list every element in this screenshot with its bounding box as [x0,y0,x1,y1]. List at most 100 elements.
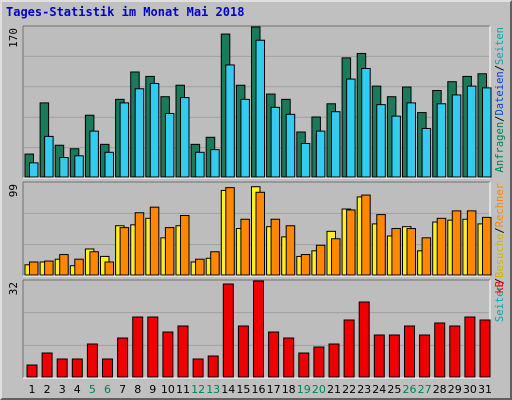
y-max-label: 32 [7,282,20,295]
bar-rechner-day-9 [149,206,160,276]
y-axis-label-part: Besuche [494,234,506,278]
bar-kb-day-7 [117,337,129,378]
bar-kb-day-20 [313,346,325,378]
bar-kb-day-22 [343,319,355,378]
bar-rechner-day-16 [255,191,265,276]
y-axis-label-part: Anfragen [494,122,506,173]
y-axis-label-part: Seiten [494,27,506,65]
bar-dateien-day-12 [195,151,205,178]
bar-kb-day-17 [268,331,280,378]
bar-dateien-day-4 [74,155,84,178]
x-tick-label-day-5: 5 [89,383,96,396]
bar-dateien-day-21 [331,111,341,178]
x-tick-label-day-15: 15 [236,383,250,396]
x-tick-label-day-6: 6 [104,383,111,396]
x-tick-label-day-27: 27 [418,383,432,396]
bar-kb-day-5 [86,343,98,378]
bar-rechner-day-21 [331,238,341,276]
x-tick-label-day-4: 4 [74,383,81,396]
x-tick-label-day-12: 12 [191,383,205,396]
bar-dateien-day-26 [406,102,416,178]
bar-rechner-day-22 [346,209,356,276]
bar-kb-day-6 [102,358,113,378]
x-tick-label-day-24: 24 [372,383,386,396]
bar-dateien-day-29 [451,94,462,178]
bar-rechner-day-31 [482,216,492,276]
bar-kb-day-29 [449,325,461,378]
bar-dateien-day-30 [466,85,477,178]
x-tick-label-day-19: 19 [297,383,311,396]
bar-kb-day-11 [177,325,189,378]
bar-rechner-day-28 [436,217,447,276]
bar-rechner-day-11 [180,215,190,276]
bar-kb-day-8 [132,316,144,378]
bar-dateien-day-15 [240,98,250,178]
x-tick-label-day-26: 26 [403,383,417,396]
y-axis-label-part: / [494,65,506,71]
bar-rechner-day-23 [361,194,371,276]
bar-dateien-day-20 [315,130,326,178]
bar-dateien-day-5 [89,130,99,178]
bar-dateien-day-1 [29,162,39,178]
y-axis-label: kB [494,281,506,294]
bar-dateien-day-11 [180,97,190,178]
bar-kb-day-9 [147,316,159,378]
bar-rechner-day-13 [210,251,220,276]
x-tick-label-day-11: 11 [176,383,190,396]
bar-kb-day-21 [328,343,340,378]
bar-rechner-day-10 [164,227,175,276]
x-tick-label-day-7: 7 [119,383,126,396]
bar-dateien-day-31 [482,87,492,178]
y-axis-label-part: Seiten [494,284,506,322]
bar-dateien-day-14 [225,64,235,178]
bar-kb-day-2 [41,352,53,378]
bar-dateien-day-9 [149,82,160,178]
bar-kb-day-15 [237,325,249,378]
bar-dateien-day-24 [376,104,386,178]
bar-dateien-day-7 [119,102,130,178]
x-tick-label-day-10: 10 [161,383,175,396]
x-tick-label-day-3: 3 [59,383,66,396]
x-tick-label-day-16: 16 [252,383,266,396]
bar-dateien-day-23 [361,67,371,178]
bar-rechner-day-24 [376,214,386,276]
bar-rechner-day-14 [225,187,235,276]
x-tick-label-day-20: 20 [312,383,326,396]
bar-rechner-day-7 [119,227,130,276]
bar-kb-day-28 [434,322,446,378]
x-tick-label-day-21: 21 [327,383,341,396]
bar-rechner-day-27 [421,237,432,276]
bar-rechner-day-15 [240,218,250,276]
x-tick-label-day-9: 9 [149,383,156,396]
x-tick-label-day-30: 30 [463,383,477,396]
bar-kb-day-4 [71,358,83,378]
bar-kb-day-25 [388,334,400,378]
y-max-label: 99 [7,184,20,197]
y-axis-label-part: kB [494,281,506,294]
bar-dateien-day-18 [285,113,296,178]
y-axis-label-part: / [494,227,506,233]
bar-rechner-day-5 [89,251,99,276]
x-tick-label-day-29: 29 [448,383,462,396]
bar-kb-day-10 [162,331,174,378]
x-tick-label-day-18: 18 [282,383,296,396]
bar-kb-day-16 [253,280,264,378]
bar-rechner-day-25 [391,228,401,276]
bar-dateien-day-3 [59,157,69,178]
bar-dateien-day-10 [164,112,175,178]
y-axis-label-part: Dateien [494,71,506,115]
bar-dateien-day-22 [346,78,356,178]
bar-kb-day-26 [404,325,415,378]
bar-rechner-day-30 [466,210,477,276]
y-axis-label-part: / [494,278,506,284]
x-tick-label-day-13: 13 [206,383,220,396]
bar-rechner-day-19 [300,254,311,276]
x-tick-label-day-17: 17 [267,383,281,396]
bar-rechner-day-6 [104,261,114,276]
bar-kb-day-18 [283,337,295,378]
x-tick-label-day-14: 14 [221,383,235,396]
chart-title: Tages-Statistik im Monat Mai 2018 [6,5,245,19]
bar-rechner-day-17 [270,218,281,276]
bar-dateien-day-25 [391,115,401,178]
